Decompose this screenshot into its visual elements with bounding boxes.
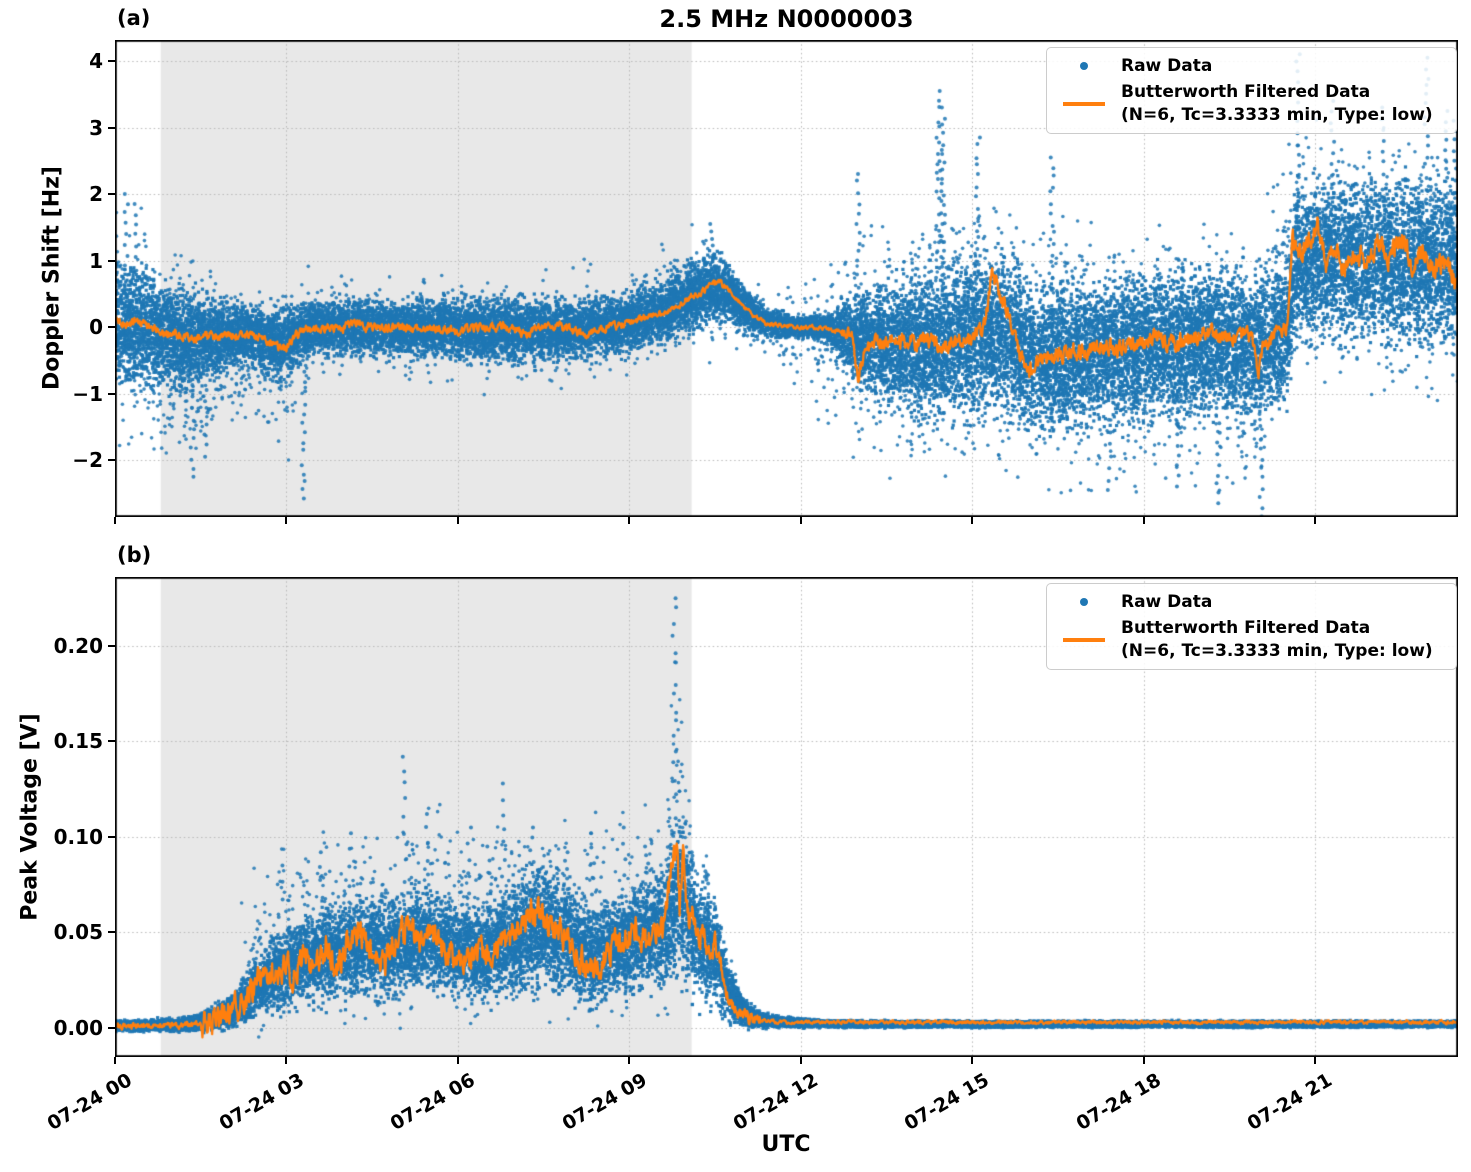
tick-mark <box>456 1057 459 1064</box>
panel-a-label: (a) <box>117 6 151 30</box>
y-tick-label: −2 <box>72 448 103 472</box>
raw-data-marker-icon <box>1080 62 1088 71</box>
tick-mark <box>285 1057 288 1064</box>
tick-mark <box>799 1057 802 1064</box>
legend-entry-filtered-data: Butterworth Filtered Data (N=6, Tc=3.333… <box>1059 617 1446 662</box>
y-tick-label: 0.10 <box>53 824 103 849</box>
tick-mark <box>114 517 116 524</box>
tick-mark <box>285 517 288 524</box>
tick-mark <box>456 517 459 524</box>
tick-mark <box>108 459 115 461</box>
tick-mark <box>108 392 115 395</box>
x-tick-label: 07-24 21 <box>1243 1069 1337 1135</box>
tick-mark <box>108 126 115 129</box>
tick-mark <box>1314 517 1317 524</box>
tick-mark <box>799 517 802 524</box>
y-tick-label: 1 <box>89 248 103 273</box>
y-tick-label: −1 <box>72 381 103 406</box>
legend-raw-label: Raw Data <box>1121 592 1213 612</box>
raw-data-marker-icon <box>1080 598 1088 607</box>
tick-mark <box>108 326 115 328</box>
y-tick-label: 4 <box>89 49 103 73</box>
tick-mark <box>108 931 115 934</box>
tick-mark <box>628 517 631 524</box>
tick-mark <box>108 259 115 262</box>
y-tick-label: 0.20 <box>53 633 103 658</box>
filtered-line-marker-icon <box>1063 638 1105 642</box>
tick-mark <box>971 1057 974 1064</box>
legend-entry-raw-data: Raw Data <box>1059 55 1446 77</box>
tick-mark <box>1314 1057 1317 1064</box>
x-tick-label: 07-24 09 <box>558 1069 651 1135</box>
legend-filtered-label-line1: Butterworth Filtered Data <box>1121 618 1371 639</box>
tick-mark <box>628 1057 631 1064</box>
x-tick-label: 07-24 12 <box>729 1069 822 1135</box>
tick-mark <box>108 60 115 62</box>
legend-entry-raw-data: Raw Data <box>1059 591 1446 613</box>
figure-title: 2.5 MHz N0000003 <box>659 5 914 33</box>
tick-mark <box>108 644 115 647</box>
y-tick-label: 0 <box>89 315 103 339</box>
y-tick-label: 2 <box>89 182 103 206</box>
y-tick-label: 3 <box>89 115 103 140</box>
legend-raw-label: Raw Data <box>1121 56 1213 76</box>
x-tick-label: 07-24 03 <box>215 1069 308 1135</box>
legend-a: Raw Data Butterworth Filtered Data (N=6,… <box>1046 47 1457 135</box>
x-tick-label: 07-24 15 <box>900 1069 994 1135</box>
tick-mark <box>1142 517 1145 524</box>
legend-filtered-label-line2: (N=6, Tc=3.3333 min, Type: low) <box>1121 640 1433 661</box>
filtered-line-marker-icon <box>1063 102 1105 106</box>
legend-filtered-label-line2: (N=6, Tc=3.3333 min, Type: low) <box>1121 104 1433 125</box>
tick-mark <box>108 740 115 743</box>
x-tick-label: 07-24 06 <box>386 1069 479 1135</box>
tick-mark <box>114 1057 116 1064</box>
legend-filtered-label-line1: Butterworth Filtered Data <box>1121 82 1371 103</box>
x-tick-label: 07-24 18 <box>1072 1069 1165 1135</box>
tick-mark <box>971 517 974 524</box>
tick-mark <box>108 193 115 195</box>
x-tick-label: 07-24 00 <box>43 1069 136 1135</box>
doppler-y-axis-label: Doppler Shift [Hz] <box>39 166 65 390</box>
tick-mark <box>108 1026 115 1029</box>
tick-mark <box>108 835 115 838</box>
y-tick-label: 0.15 <box>53 729 103 754</box>
tick-mark <box>1142 1057 1145 1064</box>
voltage-y-axis-label: Peak Voltage [V] <box>17 713 43 921</box>
y-tick-label: 0.05 <box>53 920 103 945</box>
legend-b: Raw Data Butterworth Filtered Data (N=6,… <box>1046 583 1457 671</box>
legend-entry-filtered-data: Butterworth Filtered Data (N=6, Tc=3.333… <box>1059 81 1446 126</box>
y-tick-label: 0.00 <box>53 1015 103 1040</box>
utc-x-axis-label: UTC <box>761 1132 811 1157</box>
panel-b-label: (b) <box>117 543 152 567</box>
